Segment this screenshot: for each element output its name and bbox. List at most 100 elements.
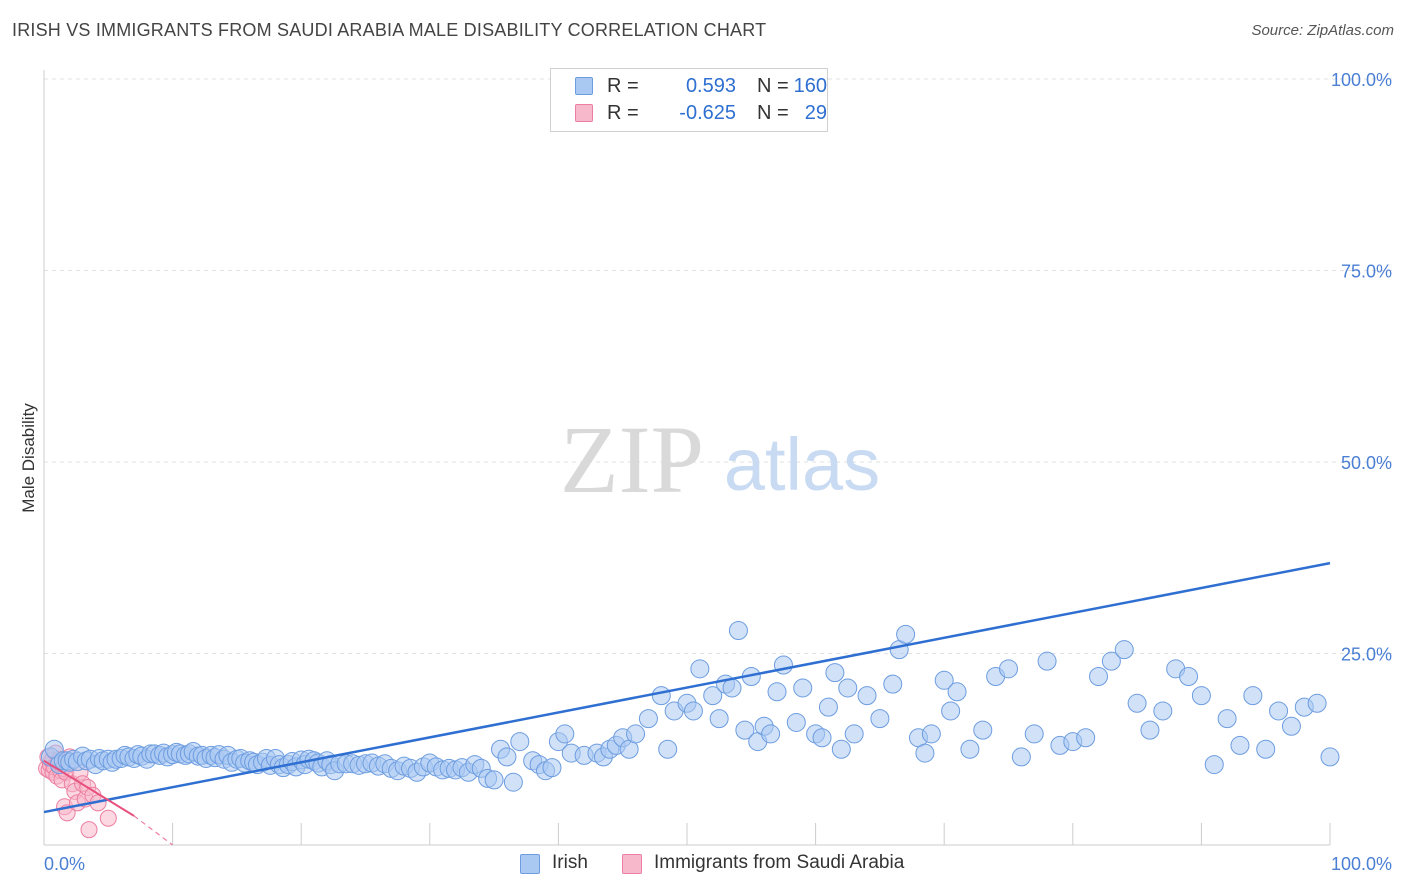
trend-lines: [43, 561, 1331, 846]
legend-item-saudi: Immigrants from Saudi Arabia: [622, 852, 922, 876]
irish-point: [857, 686, 877, 706]
irish-point: [735, 720, 755, 740]
irish-point: [896, 624, 916, 644]
irish-point: [838, 678, 858, 698]
irish-point: [1307, 693, 1327, 713]
irish-point: [947, 682, 967, 702]
irish-point: [1037, 651, 1057, 671]
n-label: N =: [757, 75, 789, 97]
chart-title: IRISH VS IMMIGRANTS FROM SAUDI ARABIA MA…: [12, 20, 767, 40]
irish-point: [973, 720, 993, 740]
irish-point: [1024, 724, 1044, 744]
irish-point: [818, 697, 838, 717]
irish-point: [703, 686, 723, 706]
irish-point: [555, 724, 575, 744]
y-axis-title: Male Disability: [19, 403, 38, 513]
irish-point: [1127, 693, 1147, 713]
irish-point: [767, 682, 787, 702]
irish-point: [1011, 747, 1031, 767]
irish-point: [1243, 686, 1263, 706]
irish-legend-label: Irish: [552, 852, 588, 873]
y-tick-label: 100.0%: [1331, 70, 1392, 90]
saudi-point: [80, 821, 98, 839]
irish-point: [497, 747, 517, 767]
irish-point: [1256, 739, 1276, 759]
y-tick-label: 25.0%: [1341, 645, 1392, 665]
r-value: 0.593: [685, 75, 736, 97]
irish-point: [1179, 666, 1199, 686]
irish-point: [883, 674, 903, 694]
n-value: 29: [804, 102, 827, 124]
irish-series-points: [40, 621, 1340, 792]
r-value: -0.625: [679, 102, 736, 124]
irish-point: [812, 728, 832, 748]
irish-point: [658, 739, 678, 759]
irish-point: [651, 686, 671, 706]
irish-point: [510, 732, 530, 752]
axes: [43, 70, 1331, 846]
irish-point: [638, 709, 658, 729]
irish-point: [1269, 701, 1289, 721]
irish-point: [999, 659, 1018, 679]
irish-point: [626, 724, 646, 744]
watermark-atlas: atlas: [724, 423, 880, 506]
irish-point: [1281, 716, 1301, 736]
n-value: 160: [793, 75, 827, 97]
irish-legend-swatch: [520, 854, 540, 874]
irish-point: [934, 670, 954, 690]
irish-point: [786, 712, 806, 732]
irish-point: [1204, 755, 1224, 775]
irish-point: [1217, 709, 1237, 729]
y-tick-label: 75.0%: [1341, 262, 1392, 282]
saudi-point: [99, 809, 117, 827]
irish-point: [728, 621, 748, 641]
stats-legend: R = 0.593 N = 160 R = -0.625 N = 29: [550, 68, 828, 132]
saudi-trend-line: [43, 759, 135, 817]
irish-point: [484, 770, 504, 790]
watermark-zip: ZIP: [560, 406, 704, 513]
irish-point: [793, 678, 813, 698]
y-tick-label: 50.0%: [1341, 453, 1392, 473]
irish-point: [761, 724, 781, 744]
irish-point: [542, 758, 562, 778]
irish-point: [921, 724, 941, 744]
irish-point: [709, 709, 729, 729]
irish-point: [1230, 735, 1250, 755]
irish-point: [1076, 728, 1096, 748]
x-tick-label-min: 0.0%: [44, 854, 85, 874]
r-label: R =: [607, 75, 639, 97]
irish-point: [844, 724, 864, 744]
irish-point: [1191, 686, 1211, 706]
irish-point: [870, 709, 890, 729]
irish-point: [1153, 701, 1173, 721]
tick-labels: 25.0% 50.0% 75.0% 100.0% 0.0% 100.0%: [44, 70, 1392, 874]
saudi-legend-swatch: [622, 854, 642, 874]
irish-point: [915, 743, 935, 763]
irish-point: [825, 663, 845, 683]
r-label: R =: [607, 102, 639, 124]
x-tick-label-max: 100.0%: [1331, 854, 1392, 874]
irish-point: [690, 659, 710, 679]
irish-swatch: [575, 77, 593, 95]
n-label: N =: [757, 102, 789, 124]
irish-point: [1140, 720, 1160, 740]
saudi-swatch: [575, 104, 593, 122]
saudi-trend-extension: [133, 815, 173, 846]
irish-trend-line: [43, 561, 1331, 814]
irish-point: [960, 739, 980, 759]
irish-point: [1101, 651, 1121, 671]
source-credit: Source: ZipAtlas.com: [1251, 22, 1394, 39]
gridlines: [44, 78, 1392, 654]
irish-point: [1089, 666, 1109, 686]
irish-point: [1320, 747, 1340, 767]
irish-point: [941, 701, 961, 721]
irish-point: [831, 739, 851, 759]
irish-point: [1114, 640, 1134, 660]
irish-point: [503, 772, 523, 792]
irish-point: [683, 701, 703, 721]
legend-item-irish: Irish: [520, 852, 600, 876]
saudi-legend-label: Immigrants from Saudi Arabia: [654, 852, 905, 873]
irish-point: [722, 678, 742, 698]
